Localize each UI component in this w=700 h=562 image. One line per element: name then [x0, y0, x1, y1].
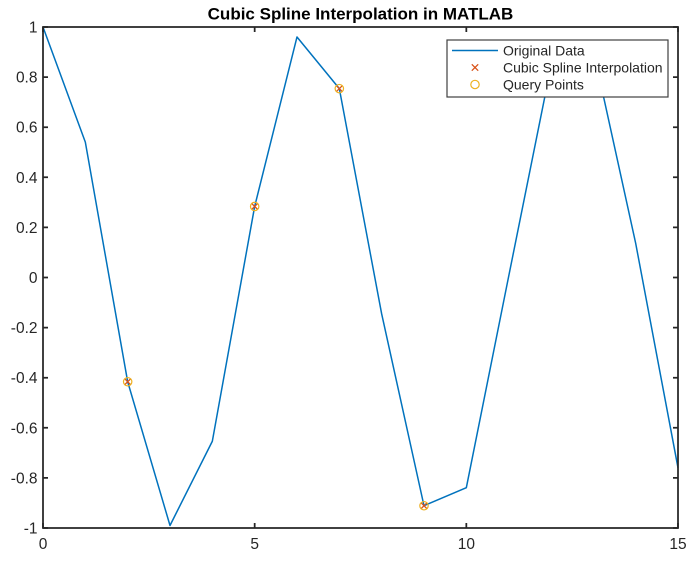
svg-text:0: 0: [39, 536, 48, 553]
svg-text:-0.6: -0.6: [11, 420, 38, 437]
svg-text:10: 10: [458, 536, 476, 553]
svg-text:Cubic Spline Interpolation: Cubic Spline Interpolation: [503, 59, 663, 75]
svg-text:15: 15: [669, 536, 686, 553]
svg-text:0.2: 0.2: [16, 220, 38, 237]
svg-text:5: 5: [250, 536, 259, 553]
svg-text:0.4: 0.4: [16, 170, 38, 187]
svg-text:0.6: 0.6: [16, 120, 38, 137]
svg-text:1: 1: [29, 20, 38, 37]
svg-text:-0.8: -0.8: [11, 470, 38, 487]
svg-text:Original Data: Original Data: [503, 42, 585, 58]
svg-text:0.8: 0.8: [16, 70, 38, 87]
svg-text:Query Points: Query Points: [503, 76, 584, 92]
svg-text:-1: -1: [24, 521, 38, 538]
svg-text:0: 0: [29, 270, 38, 287]
svg-text:-0.4: -0.4: [11, 370, 38, 387]
svg-text:Cubic Spline Interpolation in: Cubic Spline Interpolation in MATLAB: [208, 4, 514, 23]
svg-text:-0.2: -0.2: [11, 320, 38, 337]
